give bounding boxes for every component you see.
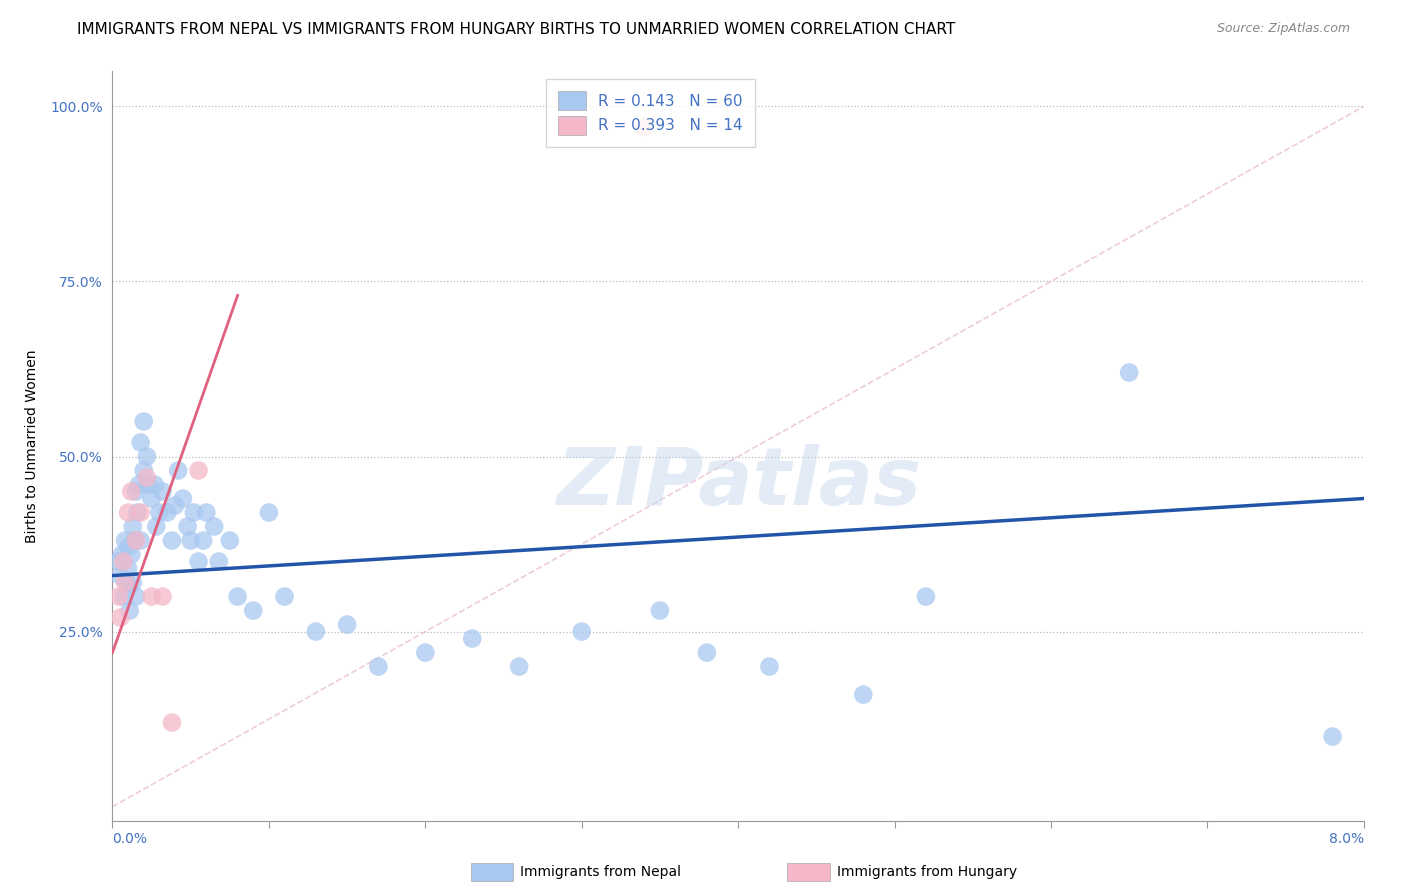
Point <box>112 555 135 569</box>
Point <box>129 533 152 548</box>
Point <box>138 477 160 491</box>
Point <box>112 590 135 604</box>
Point <box>163 499 186 513</box>
Point <box>118 603 141 617</box>
Point <box>135 470 157 484</box>
Point <box>120 484 142 499</box>
Point <box>160 715 183 730</box>
Text: Immigrants from Hungary: Immigrants from Hungary <box>837 865 1017 880</box>
Point <box>152 484 174 499</box>
Point <box>110 568 132 582</box>
Point <box>218 533 240 548</box>
Point <box>141 590 163 604</box>
Point <box>135 450 157 464</box>
Point <box>117 541 139 555</box>
Point <box>114 575 136 590</box>
Point <box>915 590 938 604</box>
Text: ZIPatlas: ZIPatlas <box>555 444 921 523</box>
Point <box>571 624 593 639</box>
Point <box>148 506 170 520</box>
Text: 8.0%: 8.0% <box>1329 831 1364 846</box>
Point <box>156 506 179 520</box>
Point <box>1322 730 1344 744</box>
Point <box>129 435 152 450</box>
Point <box>633 120 655 135</box>
Point <box>132 415 155 429</box>
Point <box>120 548 142 562</box>
Point <box>187 463 209 477</box>
Point <box>758 659 780 673</box>
Point <box>160 533 183 548</box>
Point <box>167 463 190 477</box>
Point <box>121 519 143 533</box>
Point <box>413 646 436 660</box>
Y-axis label: Births to Unmarried Women: Births to Unmarried Women <box>25 350 39 542</box>
Point <box>183 506 205 520</box>
Point <box>127 506 149 520</box>
Text: IMMIGRANTS FROM NEPAL VS IMMIGRANTS FROM HUNGARY BIRTHS TO UNMARRIED WOMEN CORRE: IMMIGRANTS FROM NEPAL VS IMMIGRANTS FROM… <box>77 22 956 37</box>
Point <box>124 533 146 548</box>
Point <box>145 519 167 533</box>
Point <box>508 659 530 673</box>
Point <box>242 603 264 617</box>
Point <box>367 659 389 673</box>
Point <box>143 477 166 491</box>
Point <box>125 533 148 548</box>
Point <box>208 555 231 569</box>
Point <box>305 624 328 639</box>
Point <box>187 555 209 569</box>
Point <box>257 506 280 520</box>
Point <box>180 533 202 548</box>
Point <box>111 548 134 562</box>
Point <box>152 590 174 604</box>
Point <box>107 590 129 604</box>
Point <box>117 561 139 575</box>
Point <box>132 463 155 477</box>
Point <box>648 603 671 617</box>
Point <box>202 519 225 533</box>
Text: 0.0%: 0.0% <box>112 831 148 846</box>
Point <box>125 484 148 499</box>
Point <box>273 590 295 604</box>
Point <box>852 688 875 702</box>
Point <box>115 575 138 590</box>
Point <box>110 610 132 624</box>
Point <box>114 533 136 548</box>
Text: Source: ZipAtlas.com: Source: ZipAtlas.com <box>1216 22 1350 36</box>
Point <box>226 590 249 604</box>
Point <box>141 491 163 506</box>
Point <box>129 506 152 520</box>
Point <box>696 646 718 660</box>
Point <box>176 519 198 533</box>
Point <box>128 477 150 491</box>
Legend: R = 0.143   N = 60, R = 0.393   N = 14: R = 0.143 N = 60, R = 0.393 N = 14 <box>546 79 755 147</box>
Text: Immigrants from Nepal: Immigrants from Nepal <box>520 865 682 880</box>
Point <box>107 555 129 569</box>
Point <box>193 533 215 548</box>
Point <box>336 617 359 632</box>
Point <box>125 590 148 604</box>
Point <box>117 506 139 520</box>
Point <box>172 491 194 506</box>
Point <box>1118 366 1140 380</box>
Point <box>195 506 218 520</box>
Point <box>121 575 143 590</box>
Point <box>461 632 484 646</box>
